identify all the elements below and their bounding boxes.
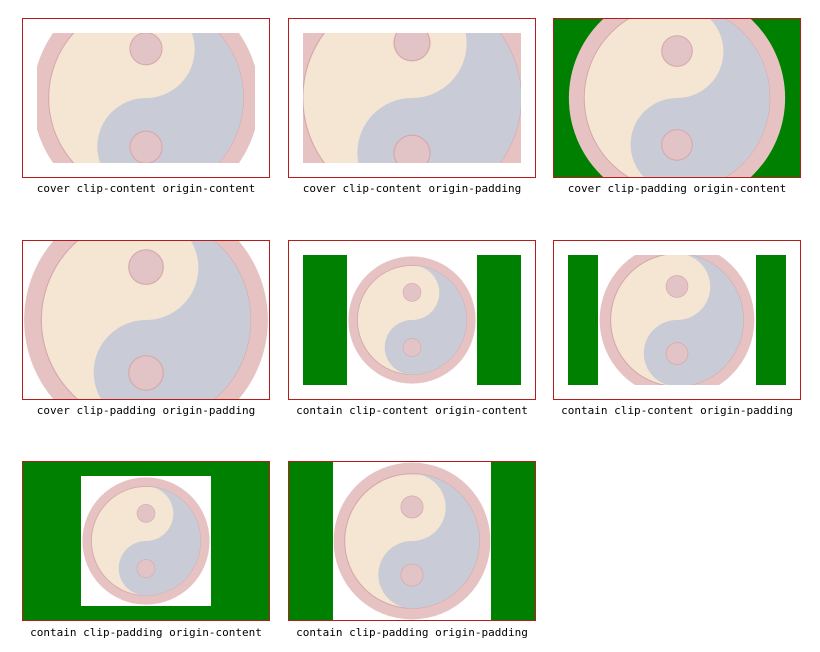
tile-cover-clip-content-origin-padding: [288, 18, 536, 178]
tile-caption: cover clip-content origin-padding: [302, 182, 522, 195]
yin-yang-icon: [554, 19, 800, 177]
yin-yang-icon: [289, 462, 535, 620]
tile-cover-clip-padding-origin-padding: [22, 240, 270, 400]
yin-yang-icon: [24, 241, 268, 399]
yin-yang-icon: [303, 255, 521, 385]
tile-caption: cover clip-content origin-content: [36, 182, 256, 195]
yin-yang-icon: [568, 255, 786, 385]
tile-cover-clip-padding-origin-content: [553, 18, 801, 178]
tile-caption: contain clip-padding origin-padding: [296, 626, 528, 639]
tile-contain-clip-content-origin-padding: [553, 240, 801, 400]
tile-caption: contain clip-padding origin-content: [30, 626, 262, 639]
yin-yang-icon: [303, 33, 521, 163]
tile-caption: contain clip-content origin-padding: [561, 404, 793, 417]
tile-caption: cover clip-padding origin-content: [567, 182, 787, 195]
yin-yang-icon: [37, 33, 255, 163]
tile-contain-clip-padding-origin-content: [22, 461, 270, 621]
tile-cover-clip-content-origin-content: [22, 18, 270, 178]
tile-caption: cover clip-padding origin-padding: [36, 404, 256, 417]
tile-contain-clip-content-origin-content: [288, 240, 536, 400]
yin-yang-icon: [23, 462, 269, 620]
tile-caption: contain clip-content origin-content: [296, 404, 528, 417]
tile-contain-clip-padding-origin-padding: [288, 461, 536, 621]
